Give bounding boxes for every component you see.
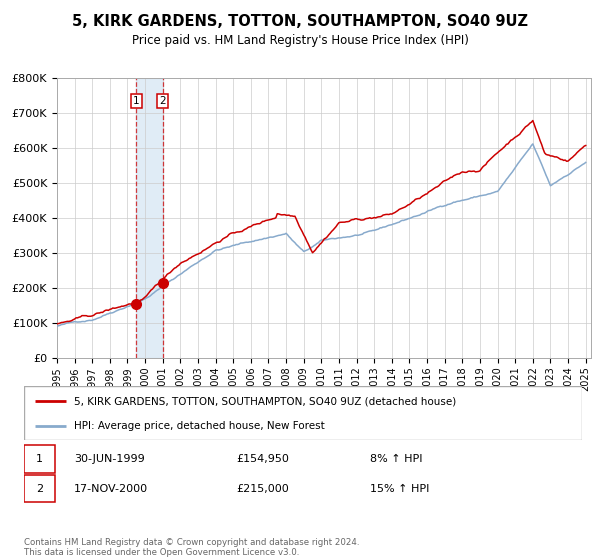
FancyBboxPatch shape (24, 475, 55, 502)
Text: Contains HM Land Registry data © Crown copyright and database right 2024.
This d: Contains HM Land Registry data © Crown c… (24, 538, 359, 557)
Text: 15% ↑ HPI: 15% ↑ HPI (370, 484, 430, 493)
Text: 30-JUN-1999: 30-JUN-1999 (74, 454, 145, 464)
FancyBboxPatch shape (24, 386, 582, 440)
Text: 17-NOV-2000: 17-NOV-2000 (74, 484, 148, 493)
FancyBboxPatch shape (24, 445, 55, 473)
Text: 8% ↑ HPI: 8% ↑ HPI (370, 454, 422, 464)
Text: 5, KIRK GARDENS, TOTTON, SOUTHAMPTON, SO40 9UZ: 5, KIRK GARDENS, TOTTON, SOUTHAMPTON, SO… (72, 14, 528, 29)
Text: £215,000: £215,000 (236, 484, 289, 493)
Text: 1: 1 (133, 96, 140, 106)
Text: 2: 2 (160, 96, 166, 106)
Text: 5, KIRK GARDENS, TOTTON, SOUTHAMPTON, SO40 9UZ (detached house): 5, KIRK GARDENS, TOTTON, SOUTHAMPTON, SO… (74, 396, 457, 407)
Text: £154,950: £154,950 (236, 454, 289, 464)
Text: HPI: Average price, detached house, New Forest: HPI: Average price, detached house, New … (74, 421, 325, 431)
Bar (136, 78, 163, 358)
Text: 1: 1 (36, 454, 43, 464)
Text: 2: 2 (36, 484, 43, 493)
Text: Price paid vs. HM Land Registry's House Price Index (HPI): Price paid vs. HM Land Registry's House … (131, 34, 469, 46)
